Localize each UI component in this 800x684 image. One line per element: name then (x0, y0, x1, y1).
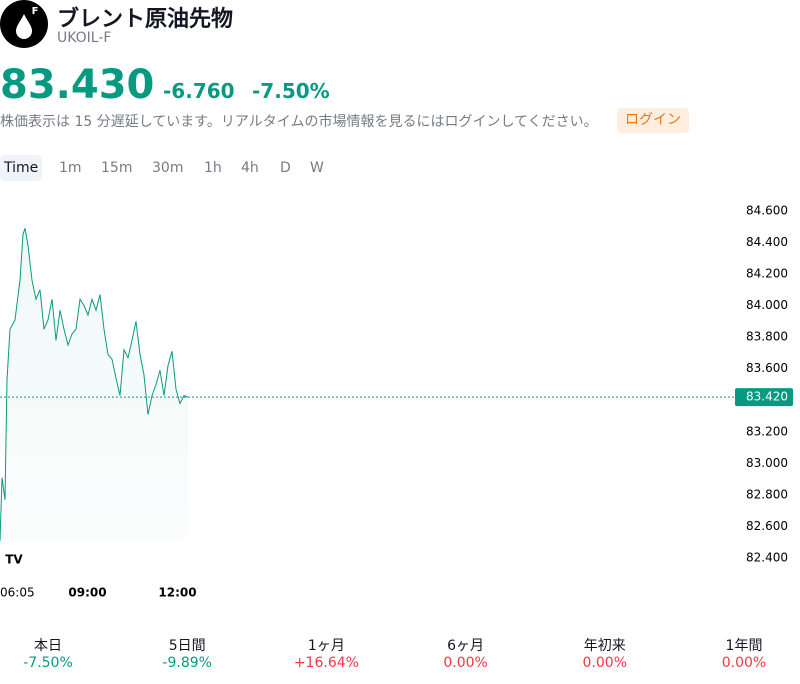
last-price-badge (735, 388, 793, 407)
performance-label: 6ヶ月 (447, 638, 485, 654)
performance-value: 0.00% (443, 655, 488, 671)
price-line (0, 228, 189, 541)
y-tick-label: 82.400 (746, 551, 788, 565)
timeframe-tab[interactable]: 15m (101, 160, 133, 176)
y-tick-label: 84.000 (746, 298, 788, 312)
performance-value: +16.64% (293, 655, 359, 671)
y-tick-label: 83.800 (746, 330, 788, 344)
svg-text:TV: TV (5, 553, 23, 567)
y-tick-label: 83.200 (746, 424, 788, 438)
y-tick-label: 84.600 (746, 203, 788, 217)
timeframe-tab[interactable]: 30m (152, 160, 184, 176)
area (0, 228, 188, 541)
timeframe-tab[interactable]: 4h (241, 160, 259, 176)
timeframe-tab[interactable]: W (310, 160, 324, 176)
performance-value: 0.00% (582, 655, 628, 671)
performance-value: 0.00% (721, 655, 767, 671)
performance-value: -7.50% (23, 655, 73, 671)
icon-letter: F (32, 6, 39, 17)
tv-logo: TV (3, 550, 25, 570)
performance-label: 1ヶ月 (307, 638, 345, 654)
x-tick-label: 12:00 (158, 586, 196, 600)
y-tick-label: 82.600 (746, 519, 788, 533)
performance-label: 本日 (34, 638, 62, 654)
timeframe-tab[interactable]: D (280, 160, 291, 176)
last-price-label: 83.420 (746, 390, 788, 404)
timeframe-tab[interactable]: Time (0, 155, 43, 181)
notice: 株価表示は 15 分遅延しています。リアルタイムの市場情報を見るにはログインして… (0, 114, 598, 130)
performance-label: 年初来 (583, 638, 626, 654)
timeframe-tab[interactable]: 1h (204, 160, 222, 176)
change-percent: -7.50% (252, 79, 330, 103)
performance-value: -9.89% (162, 655, 212, 671)
price: 83.430 (0, 62, 155, 108)
x-tick-label: 06:05 (0, 586, 35, 600)
login-button[interactable]: ログイン (617, 108, 689, 133)
performance-label: 5日間 (168, 638, 206, 654)
symbol-icon: F (0, 0, 48, 48)
y-tick-label: 84.400 (746, 235, 788, 249)
change: -6.760 (163, 79, 235, 103)
symbol: UKOIL-F (57, 30, 112, 46)
performance-label: 1年間 (725, 638, 763, 654)
y-tick-label: 84.200 (746, 266, 788, 280)
chart: TV 82.400 82.600 82.800 83.000 83.200 83.600 8… (0, 203, 793, 600)
timeframe-tab[interactable]: 1m (59, 160, 82, 176)
y-tick-label: 83.600 (746, 361, 788, 375)
x-tick-label: 09:00 (68, 586, 106, 600)
y-tick-label: 83.000 (746, 456, 788, 470)
y-tick-label: 82.800 (746, 488, 788, 502)
title: ブレント原油先物 (57, 7, 234, 32)
